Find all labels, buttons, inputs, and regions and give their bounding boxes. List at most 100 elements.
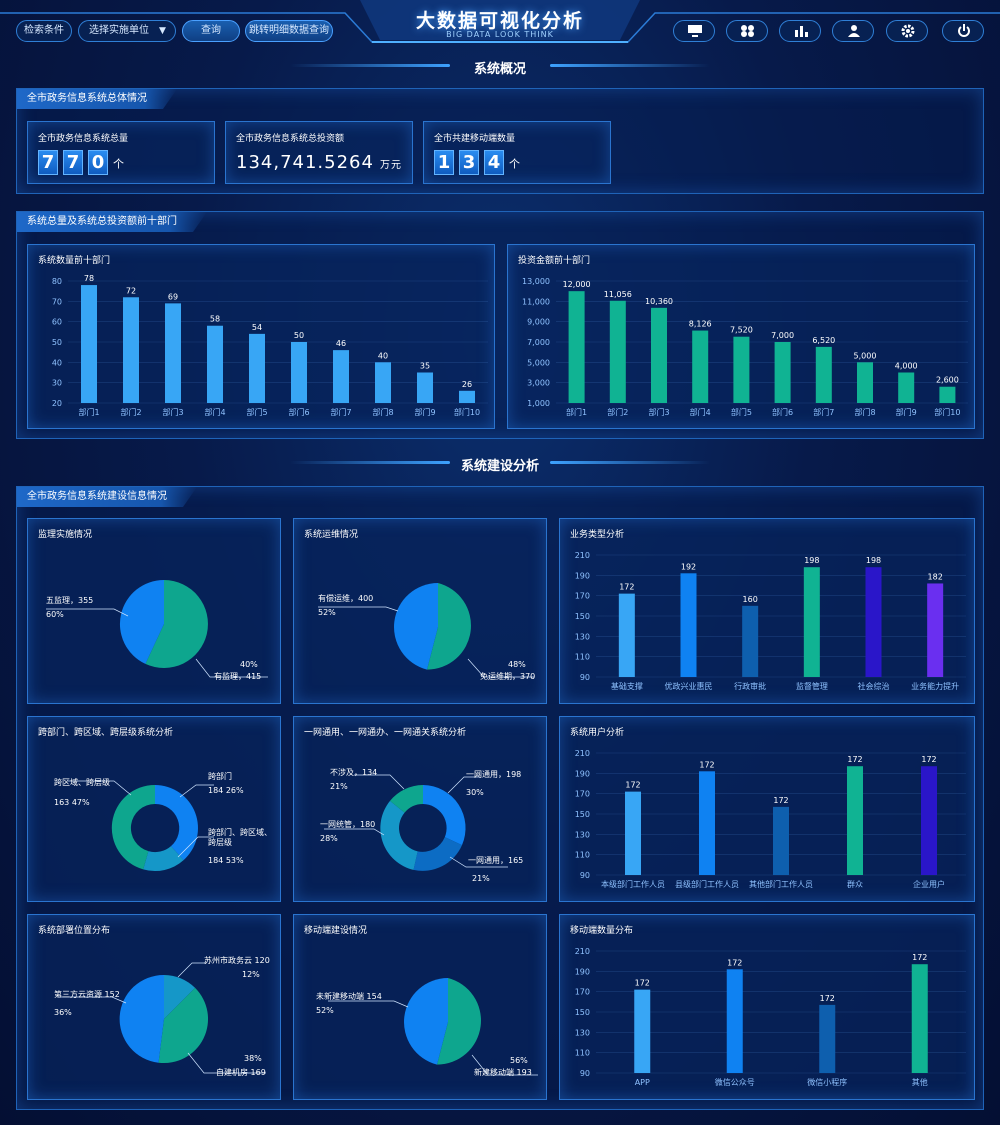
y-tick-label: 130 xyxy=(575,1028,590,1037)
bar xyxy=(803,567,820,677)
user-button[interactable] xyxy=(832,20,874,42)
x-tick-label: 部门8 xyxy=(854,407,875,417)
slice-label: 一网通用，165 xyxy=(468,856,524,865)
apps-button[interactable] xyxy=(726,20,768,42)
bar-value-label: 7,000 xyxy=(771,331,794,340)
monitor-button[interactable] xyxy=(673,20,715,42)
y-tick-label: 170 xyxy=(575,592,590,601)
y-tick-label: 9,000 xyxy=(527,318,550,327)
x-tick-label: 县级部门工作人员 xyxy=(675,879,739,889)
unit-select[interactable]: 选择实施单位 ▼ xyxy=(78,20,176,42)
bar-value-label: 40 xyxy=(378,351,388,360)
chart-title: 移动端建设情况 xyxy=(304,926,368,936)
user-icon xyxy=(848,25,860,37)
leader-line xyxy=(328,1000,409,1008)
x-tick-label: 部门3 xyxy=(162,407,183,417)
bar-value-label: 172 xyxy=(847,755,862,764)
apps-icon xyxy=(741,25,754,37)
y-tick-label: 210 xyxy=(575,551,590,560)
bar-chart-business-type: 210 190 170 150 130 110 90 172 基础支撑 192 优政兴业惠民 160 行… xyxy=(575,551,966,691)
leader-line xyxy=(318,606,399,612)
leader-line xyxy=(471,1054,538,1076)
section-line-left xyxy=(290,461,450,464)
x-tick-label: 部门9 xyxy=(896,407,917,417)
jump-detail-button[interactable]: 跳转明细数据查询 xyxy=(245,20,333,42)
bar xyxy=(333,350,349,403)
chart-card-cross: 跨部门、跨区域、跨层级系统分析 跨区域、跨层级 163 47% 跨部门 184 … xyxy=(27,716,281,902)
bar-value-label: 4,000 xyxy=(895,362,918,371)
bar xyxy=(568,291,585,403)
x-tick-label: 其他 xyxy=(912,1077,928,1087)
y-tick-label: 13,000 xyxy=(522,277,550,286)
bar xyxy=(921,766,937,875)
leader-line xyxy=(68,780,132,796)
bar-value-label: 172 xyxy=(921,755,936,764)
slice-label: 免运维期，370 xyxy=(480,672,536,681)
bar xyxy=(742,605,759,677)
bar-value-label: 5,000 xyxy=(854,351,877,360)
stats-button[interactable] xyxy=(779,20,821,42)
bar xyxy=(898,372,915,403)
digit: 3 xyxy=(459,150,479,175)
x-tick-label: 其他部门工作人员 xyxy=(749,879,813,889)
y-tick-label: 150 xyxy=(575,810,590,819)
slice-label: 自建机房 169 xyxy=(216,1068,266,1077)
bar-value-label: 26 xyxy=(462,380,472,389)
x-tick-label: 优政兴业惠民 xyxy=(665,681,713,691)
digit: 0 xyxy=(88,150,108,175)
y-tick-label: 130 xyxy=(575,830,590,839)
donut-segment xyxy=(111,784,155,870)
stat-label: 全市政务信息系统总投资额 xyxy=(236,134,345,144)
query-button[interactable]: 查询 xyxy=(182,20,240,42)
leader-line xyxy=(324,828,385,836)
y-tick-label: 170 xyxy=(575,988,590,997)
y-tick-label: 90 xyxy=(580,673,590,682)
section-title-construction: 系统建设分析 xyxy=(460,459,539,474)
monitor-icon xyxy=(688,25,702,37)
slice-value: 184 26% xyxy=(208,786,244,795)
bar xyxy=(726,969,743,1073)
x-tick-label: 部门1 xyxy=(78,407,99,417)
bar-chart-count: 80 70 60 50 40 30 20 78 部门1 72 部门2 69 部门3 58 部门4 54 部门5 5… xyxy=(52,274,488,417)
chart-card-users: 系统用户分析 210 190 170 150 130 110 90 172 本级部门工作人员 17… xyxy=(559,716,975,902)
x-tick-label: 微信公众号 xyxy=(715,1077,755,1087)
pie-chart-supervision xyxy=(46,580,268,678)
chart-card-count: 系统数量前十部门 80 70 60 50 40 30 20 78 部门1 72 部门2 69 部门3 58… xyxy=(27,244,495,429)
section-line-left xyxy=(290,64,450,67)
slice-label: 未新建移动端 154 xyxy=(316,992,382,1001)
y-tick-label: 150 xyxy=(575,1008,590,1017)
donut-segment xyxy=(143,846,184,872)
stat-card-investment: 全市政务信息系统总投资额 134,741.5264 万元 xyxy=(225,121,413,184)
slice-label: 不涉及，134 xyxy=(330,768,378,777)
y-tick-label: 7,000 xyxy=(527,338,550,347)
settings-button[interactable] xyxy=(886,20,928,42)
slice-value: 163 47% xyxy=(54,798,90,807)
y-tick-label: 110 xyxy=(575,851,590,860)
digit: 7 xyxy=(63,150,83,175)
chart-card-one-network: 一网通用、一网通办、一网通关系统分析 不涉及，134 21% 一网通用，198 … xyxy=(293,716,547,902)
bar-value-label: 172 xyxy=(635,979,650,988)
power-icon xyxy=(958,24,970,37)
chart-title: 系统数量前十部门 xyxy=(38,256,111,266)
leader-line xyxy=(58,996,127,1004)
slice-label-cont: 跨层级 xyxy=(208,838,232,847)
bar-value-label: 172 xyxy=(912,953,927,962)
slice-label: 一网通用，198 xyxy=(466,770,522,779)
stat-number: 134,741.5264 xyxy=(236,152,374,173)
bar xyxy=(249,333,265,403)
power-button[interactable] xyxy=(942,20,984,42)
chart-card-mobile-count: 移动端数量分布 210 190 170 150 130 110 90 172 APP 172 微信公… xyxy=(559,914,975,1100)
slice-label: 跨区域、跨层级 xyxy=(54,778,110,787)
slice-label: 跨部门、跨区域、 xyxy=(208,828,272,837)
unit-select-value: 选择实施单位 xyxy=(89,25,149,36)
bar-chart-investment: 13,000 11,000 9,000 7,000 5,000 3,000 1,000 12,… xyxy=(522,277,968,417)
slice-label: 有偿运维，400 xyxy=(318,594,374,603)
bar-value-label: 7,520 xyxy=(730,326,753,335)
x-tick-label: 部门6 xyxy=(288,407,309,417)
x-tick-label: 行政审批 xyxy=(734,681,766,691)
bar-value-label: 10,360 xyxy=(645,297,673,306)
bar-value-label: 6,520 xyxy=(812,336,835,345)
bar-value-label: 172 xyxy=(820,994,835,1003)
